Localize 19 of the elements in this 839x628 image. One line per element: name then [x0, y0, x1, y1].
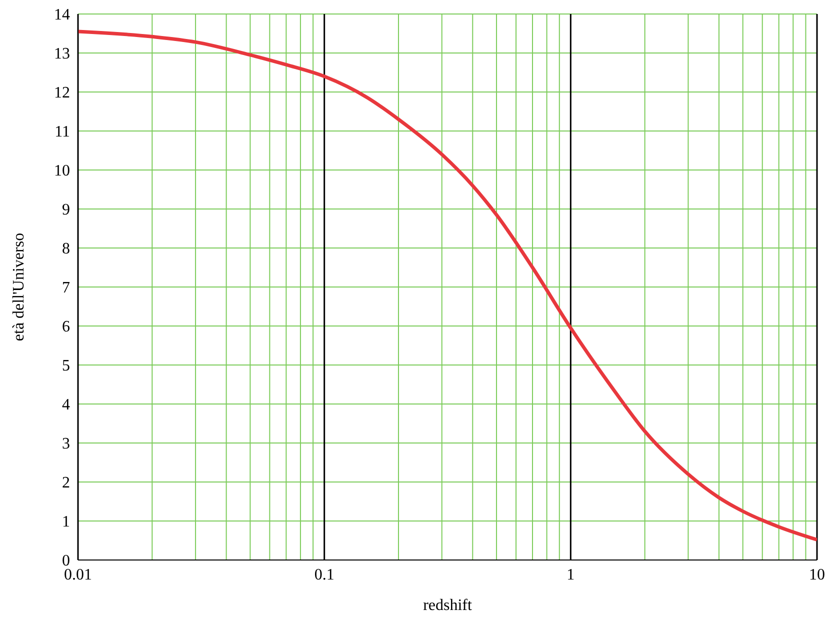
y-tick-label: 7 — [62, 280, 70, 297]
x-tick-label: 0.1 — [314, 566, 334, 584]
y-tick-label: 6 — [62, 318, 70, 336]
y-tick-label: 10 — [54, 162, 70, 180]
y-tick-label: 1 — [62, 514, 70, 531]
x-axis-title: redshift — [423, 597, 472, 614]
y-tick-label: 4 — [62, 396, 70, 414]
x-tick-label: 10 — [809, 566, 825, 584]
y-tick-label: 12 — [54, 84, 70, 102]
y-tick-label: 9 — [62, 202, 70, 219]
y-tick-label: 2 — [62, 474, 70, 492]
y-tick-label: 5 — [62, 358, 70, 375]
y-tick-label: 3 — [62, 436, 70, 453]
y-tick-label: 8 — [62, 240, 70, 258]
x-tick-label: 1 — [566, 566, 575, 584]
y-tick-label: 11 — [54, 124, 70, 141]
y-tick-label: 13 — [54, 46, 70, 63]
y-tick-label: 14 — [54, 6, 70, 24]
y-axis-title: età dell'Universo — [10, 232, 28, 342]
